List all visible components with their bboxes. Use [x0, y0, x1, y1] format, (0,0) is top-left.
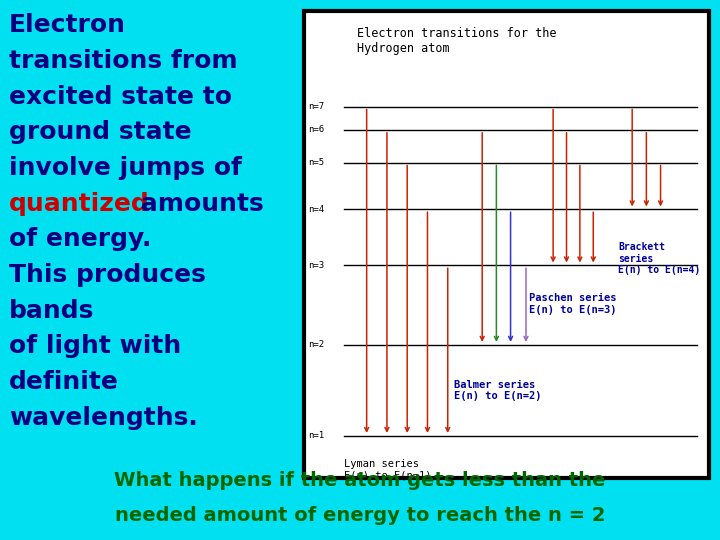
Text: excited state to: excited state to	[9, 85, 232, 109]
Text: Brackett
series
E(n) to E(n=4): Brackett series E(n) to E(n=4)	[618, 242, 701, 275]
Text: Balmer series
E(n) to E(n=2): Balmer series E(n) to E(n=2)	[454, 380, 541, 401]
Text: of light with: of light with	[9, 334, 181, 358]
Text: involve jumps of: involve jumps of	[9, 156, 241, 180]
Text: definite: definite	[9, 370, 119, 394]
Text: n=2: n=2	[308, 340, 324, 349]
Text: n=5: n=5	[308, 158, 324, 167]
Bar	[304, 11, 709, 478]
Text: wavelengths.: wavelengths.	[9, 406, 197, 429]
Text: Lyman series
E(n) to E(n=1): Lyman series E(n) to E(n=1)	[344, 459, 432, 481]
Text: n=4: n=4	[308, 205, 324, 214]
Text: bands: bands	[9, 299, 94, 322]
Text: Paschen series
E(n) to E(n=3): Paschen series E(n) to E(n=3)	[528, 293, 616, 315]
Text: transitions from: transitions from	[9, 49, 238, 73]
Text: needed amount of energy to reach the n = 2: needed amount of energy to reach the n =…	[114, 506, 606, 525]
Text: n=7: n=7	[308, 102, 324, 111]
Text: Electron transitions for the
Hydrogen atom: Electron transitions for the Hydrogen at…	[356, 27, 556, 55]
Text: of energy.: of energy.	[9, 227, 151, 251]
Text: amounts: amounts	[132, 192, 264, 215]
Text: ground state: ground state	[9, 120, 192, 144]
Text: This produces: This produces	[9, 263, 205, 287]
Text: Electron: Electron	[9, 14, 126, 37]
Text: n=3: n=3	[308, 261, 324, 270]
Text: quantized: quantized	[9, 192, 149, 215]
Text: What happens if the atom gets less than the: What happens if the atom gets less than …	[114, 471, 606, 490]
Text: n=1: n=1	[308, 431, 324, 440]
Text: n=6: n=6	[308, 125, 324, 134]
